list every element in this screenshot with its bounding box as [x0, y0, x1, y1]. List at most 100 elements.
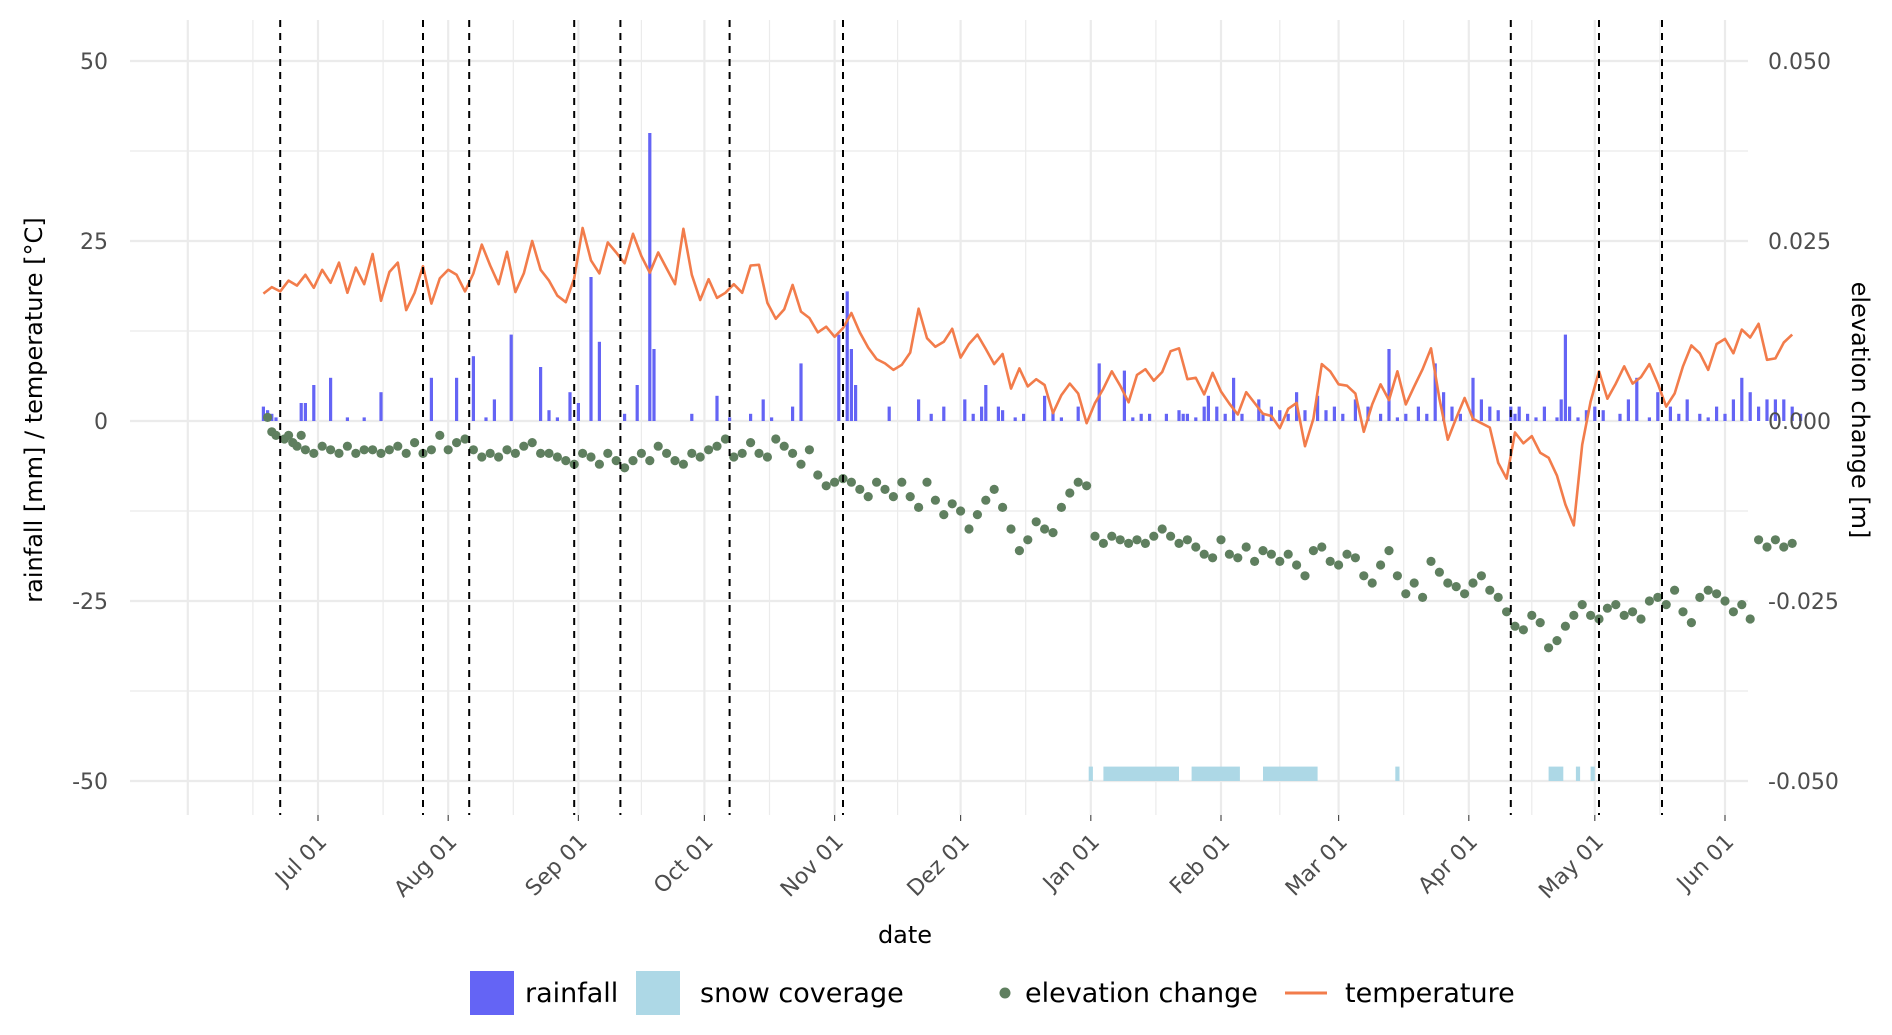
rainfall-bar	[1513, 413, 1517, 421]
rainfall-bar	[837, 334, 841, 421]
rainfall-bar	[1496, 410, 1500, 421]
elevation-point	[1628, 607, 1638, 617]
elevation-point	[1678, 607, 1688, 617]
elevation-point	[1560, 621, 1570, 631]
rainfall-bar	[303, 403, 307, 421]
rainfall-bar	[1677, 413, 1681, 421]
rainfall-bar	[1563, 334, 1567, 421]
elevation-point	[1418, 592, 1428, 603]
elevation-point	[1367, 578, 1377, 588]
elevation-point	[477, 452, 487, 462]
legend-key-elevation	[999, 987, 1011, 999]
rainfall-bar	[1668, 406, 1672, 421]
rainfall-bar	[455, 377, 459, 421]
elevation-point	[1031, 517, 1041, 527]
rainfall-bar	[1542, 406, 1546, 421]
elevation-point	[452, 438, 462, 448]
rainfall-bar	[980, 406, 984, 421]
y-right-tick-label: -0.050	[1768, 770, 1839, 795]
rainfall-bar	[1223, 413, 1227, 421]
x-tick-label: Jul 01	[270, 830, 333, 893]
elevation-point	[1241, 542, 1251, 552]
rainfall-bar	[547, 410, 551, 421]
elevation-point	[1149, 531, 1159, 541]
y-left-tick-label: -50	[72, 770, 108, 795]
rainfall-bar	[623, 413, 627, 421]
rainfall-bar	[929, 413, 933, 421]
rainfall-bar	[1051, 410, 1055, 421]
rainfall-bar	[799, 363, 803, 421]
rainfall-bar	[1698, 413, 1702, 421]
elevation-point	[1451, 582, 1461, 592]
elevation-point	[1199, 549, 1209, 559]
rainfall-bar	[1488, 406, 1492, 421]
elevation-point	[737, 448, 747, 458]
elevation-point	[863, 492, 873, 502]
elevation-point	[527, 438, 537, 448]
snow-coverage-bar	[1575, 766, 1581, 781]
elevation-point	[468, 445, 478, 455]
elevation-point	[485, 448, 495, 458]
elevation-point	[271, 430, 281, 440]
rainfall-bar	[1043, 395, 1047, 421]
rainfall-bar	[845, 291, 849, 421]
rainfall-bar	[1618, 413, 1622, 421]
snow-coverage-bar	[1590, 766, 1595, 781]
elevation-point	[1216, 535, 1226, 545]
rainfall-bar	[1748, 392, 1752, 421]
elevation-point	[351, 448, 361, 458]
elevation-point	[1493, 592, 1503, 603]
elevation-point	[426, 445, 436, 455]
x-tick-label: Nov 01	[776, 830, 849, 903]
elevation-point	[443, 445, 453, 455]
y-left-tick-label: -25	[72, 590, 108, 615]
elevation-point	[1636, 614, 1646, 624]
elevation-point	[678, 459, 689, 469]
legend-label-temperature: temperature	[1345, 978, 1515, 1009]
elevation-point	[830, 477, 840, 487]
rainfall-bar	[1593, 406, 1597, 421]
snow-coverage-bar	[1548, 766, 1564, 781]
elevation-point	[939, 509, 949, 520]
elevation-point	[1384, 546, 1394, 556]
elevation-point	[1745, 614, 1755, 624]
x-tick-label: Oct 01	[649, 830, 718, 899]
rainfall-bar	[917, 399, 921, 421]
elevation-point	[368, 445, 378, 455]
elevation-point	[1098, 538, 1108, 549]
elevation-point	[1376, 560, 1386, 570]
rainfall-bar	[1332, 406, 1336, 421]
elevation-point	[1527, 610, 1537, 621]
rainfall-bar	[1232, 377, 1236, 421]
elevation-point	[510, 448, 520, 458]
elevation-point	[384, 445, 394, 455]
elevation-point	[628, 456, 638, 466]
snow-coverage-bar	[1263, 766, 1318, 781]
elevation-point	[1619, 610, 1629, 621]
elevation-point	[435, 430, 445, 440]
elevation-point	[1644, 596, 1654, 606]
rainfall-bar	[761, 399, 765, 421]
elevation-point	[1107, 531, 1117, 541]
elevation-point	[905, 492, 915, 502]
rainfall-bar	[362, 417, 366, 421]
rainfall-bar	[963, 399, 967, 421]
snow-coverage-bar	[1395, 766, 1400, 781]
elevation-point	[1703, 585, 1713, 595]
event-lines	[279, 20, 1663, 815]
elevation-point	[393, 441, 403, 451]
x-tick-label: May 01	[1534, 830, 1609, 905]
snow-coverage-bar	[1103, 766, 1179, 781]
rainfall-bar	[1148, 413, 1152, 421]
rainfall-bar	[1715, 406, 1719, 421]
y-axis-title-right: elevation change [m]	[1846, 282, 1874, 539]
elevation-point	[729, 452, 739, 462]
rainfall-bar	[1647, 417, 1651, 421]
x-tick-label: Sep 01	[521, 830, 593, 902]
elevation-point	[1787, 538, 1797, 549]
elevation-point	[1426, 556, 1436, 567]
elevation-point	[1166, 531, 1176, 541]
rainfall-bar	[1206, 395, 1210, 421]
x-tick-label: Jan 01	[1037, 830, 1105, 898]
